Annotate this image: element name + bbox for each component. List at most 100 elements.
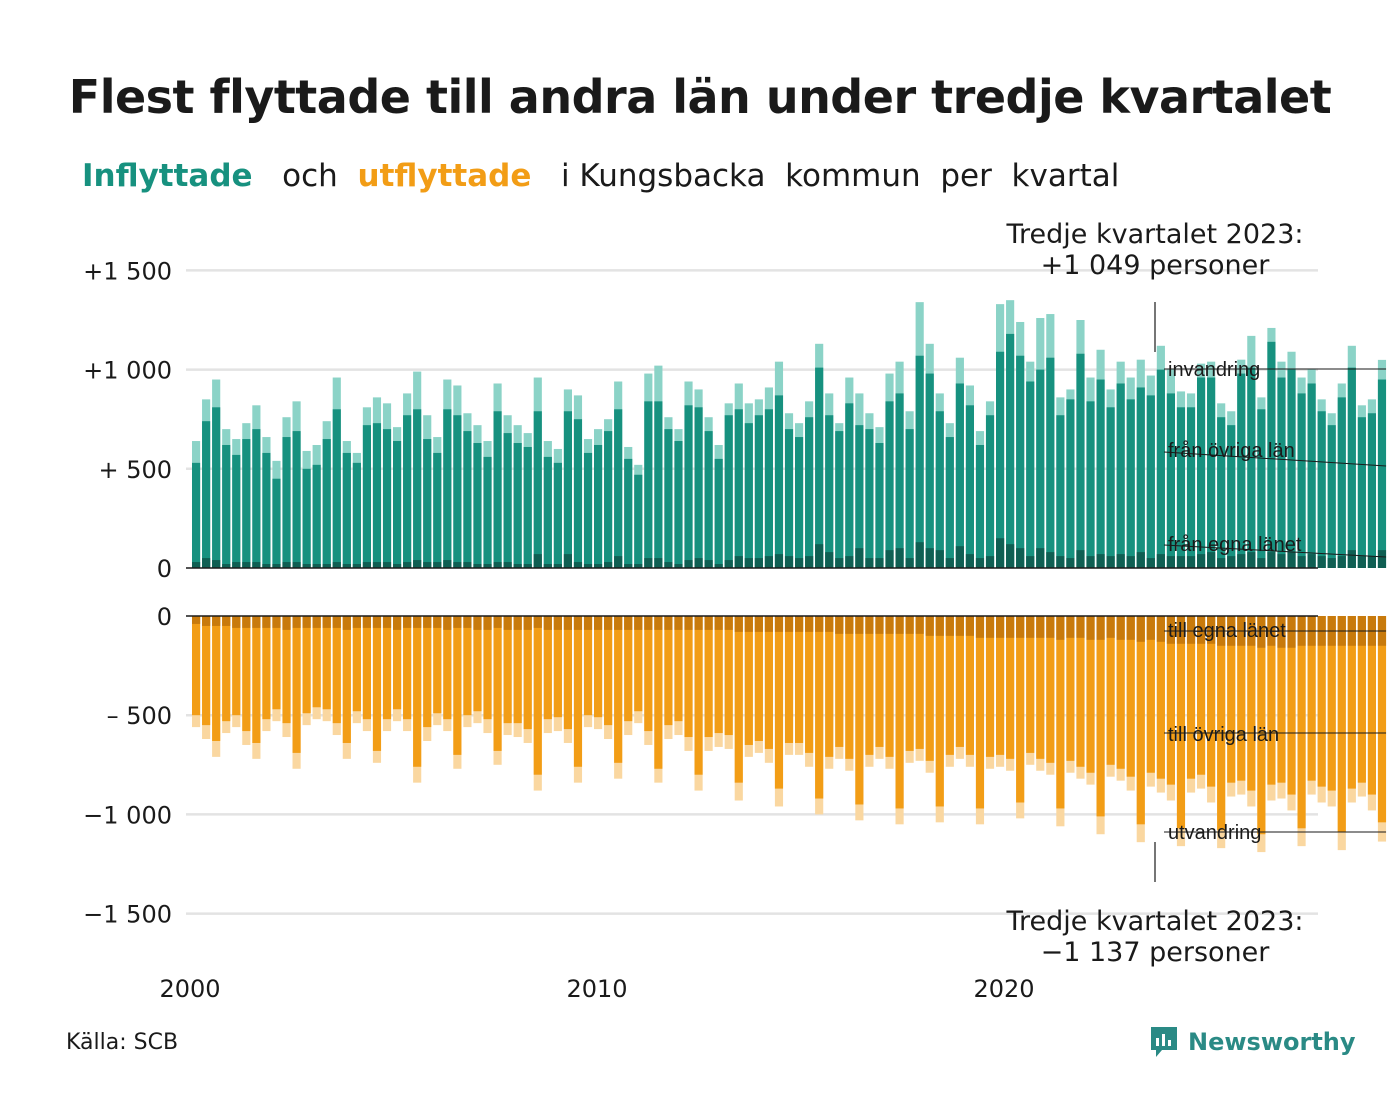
inflow-other-county-bar	[1036, 369, 1045, 568]
inflow-other-county-bar	[252, 429, 261, 568]
inflow-other-county-bar	[1227, 425, 1236, 568]
inflow-other-county-bar	[403, 415, 412, 568]
outflow-other-county-bar	[795, 616, 804, 743]
inflow-other-county-bar	[1357, 417, 1366, 568]
inflow-own-county-bar	[322, 564, 331, 568]
outflow-own-county-bar	[634, 616, 643, 630]
outflow-other-county-bar	[423, 616, 432, 728]
inflow-other-county-bar	[825, 415, 834, 568]
outflow-other-county-bar	[1046, 616, 1055, 763]
inflow-other-county-bar	[1257, 409, 1266, 568]
outflow-own-county-bar	[815, 616, 824, 632]
outflow-own-county-bar	[1116, 616, 1125, 640]
outflow-other-county-bar	[513, 616, 522, 724]
subtitle-and-word: och	[282, 158, 338, 194]
inflow-other-county-bar	[382, 429, 392, 568]
outflow-own-county-bar	[262, 616, 271, 628]
inflow-other-county-bar	[1026, 381, 1035, 568]
outflow-other-county-bar	[614, 616, 623, 763]
outflow-own-county-bar	[734, 616, 743, 632]
outflow-own-county-bar	[292, 616, 301, 628]
inflow-other-county-bar	[996, 351, 1005, 568]
inflow-own-county-bar	[423, 562, 432, 568]
outflow-other-county-bar	[493, 616, 502, 751]
outflow-own-county-bar	[222, 616, 231, 626]
outflow-other-county-bar	[563, 616, 572, 730]
inflow-other-county-bar	[1056, 415, 1065, 568]
inflow-own-county-bar	[483, 564, 492, 568]
inflow-other-county-bar	[1207, 377, 1216, 568]
inflow-other-county-bar	[202, 421, 211, 568]
inflow-own-county-bar	[1096, 554, 1105, 568]
outflow-other-county-bar	[212, 616, 221, 741]
chart-title: Flest flyttade till andra län under tred…	[68, 70, 1332, 124]
outflow-other-county-bar	[403, 616, 412, 720]
outflow-own-county-bar	[774, 616, 784, 632]
outflow-other-county-bar	[382, 616, 392, 720]
outflow-own-county-bar	[875, 616, 884, 634]
inflow-other-county-bar	[614, 409, 623, 568]
inflow-own-county-bar	[262, 564, 271, 568]
y-tick-label-top: 0	[157, 555, 172, 583]
inflow-other-county-bar	[734, 409, 743, 568]
outflow-own-county-bar	[1106, 616, 1115, 638]
outflow-other-county-bar	[604, 616, 613, 726]
outflow-other-county-bar	[463, 616, 472, 716]
outflow-own-county-bar	[1186, 616, 1196, 644]
outflow-own-county-bar	[1096, 616, 1105, 640]
outflow-other-county-bar	[292, 616, 301, 753]
outflow-own-county-bar	[563, 616, 572, 630]
outflow-other-county-bar	[1056, 616, 1065, 809]
outflow-own-county-bar	[1016, 616, 1025, 638]
inflow-own-county-bar	[985, 556, 995, 568]
outflow-own-county-bar	[865, 616, 874, 634]
inflow-own-county-bar	[1156, 554, 1165, 568]
outflow-other-county-bar	[332, 616, 341, 724]
outflow-other-county-bar	[774, 616, 784, 789]
inflow-other-county-bar	[483, 456, 492, 568]
inflow-other-county-bar	[503, 433, 512, 568]
outflow-own-county-bar	[192, 616, 201, 624]
outflow-own-county-bar	[945, 616, 954, 636]
outflow-own-county-bar	[1086, 616, 1095, 640]
inflow-own-county-bar	[1297, 556, 1306, 568]
inflow-own-county-bar	[1357, 556, 1366, 568]
outflow-own-county-bar	[583, 616, 593, 630]
inflow-own-county-bar	[975, 558, 985, 568]
outflow-other-county-bar	[644, 616, 653, 732]
outflow-other-county-bar	[1116, 616, 1125, 769]
outflow-own-county-bar	[232, 616, 241, 628]
outflow-other-county-bar	[282, 616, 291, 724]
inflow-own-county-bar	[1166, 556, 1175, 568]
inflow-other-county-bar	[1287, 369, 1296, 568]
brand-logo: Newsworthy	[1148, 1024, 1356, 1060]
outflow-own-county-bar	[674, 616, 683, 630]
outflow-own-county-bar	[543, 616, 552, 630]
inflow-other-county-bar	[684, 405, 693, 568]
outflow-other-county-bar	[985, 616, 995, 757]
inflow-own-county-bar	[865, 558, 874, 568]
inflow-own-county-bar	[784, 556, 794, 568]
y-tick-label-bottom: 0	[157, 603, 172, 631]
outflow-other-county-bar	[664, 616, 673, 726]
inflow-other-county-bar	[1076, 353, 1085, 568]
outflow-other-county-bar	[232, 616, 241, 716]
inflow-own-county-bar	[1347, 550, 1356, 568]
outflow-other-county-bar	[1026, 616, 1035, 753]
inflow-other-county-bar	[393, 441, 402, 568]
inflow-other-county-bar	[292, 431, 301, 568]
inflow-other-county-bar	[332, 409, 341, 568]
inflow-other-county-bar	[714, 458, 723, 568]
subtitle-rest: i Kungsbacka kommun per kvartal	[560, 158, 1120, 194]
outflow-own-county-bar	[975, 616, 985, 638]
inflow-other-county-bar	[1197, 377, 1206, 568]
outflow-own-county-bar	[382, 616, 392, 628]
inflow-own-county-bar	[694, 558, 703, 568]
inflow-own-county-bar	[302, 564, 311, 568]
outflow-own-county-bar	[523, 616, 532, 630]
outflow-other-county-bar	[624, 616, 633, 722]
outflow-own-county-bar	[1066, 616, 1075, 638]
outflow-other-county-bar	[433, 616, 442, 714]
inflow-other-county-bar	[985, 415, 995, 568]
outflow-own-county-bar	[433, 616, 442, 628]
